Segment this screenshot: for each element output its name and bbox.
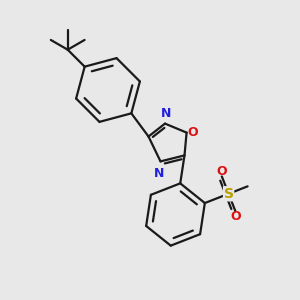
Text: N: N (160, 107, 171, 120)
Text: O: O (217, 164, 227, 178)
Text: O: O (187, 125, 198, 139)
Text: O: O (230, 210, 241, 223)
Text: S: S (224, 187, 234, 201)
Text: N: N (154, 167, 164, 180)
